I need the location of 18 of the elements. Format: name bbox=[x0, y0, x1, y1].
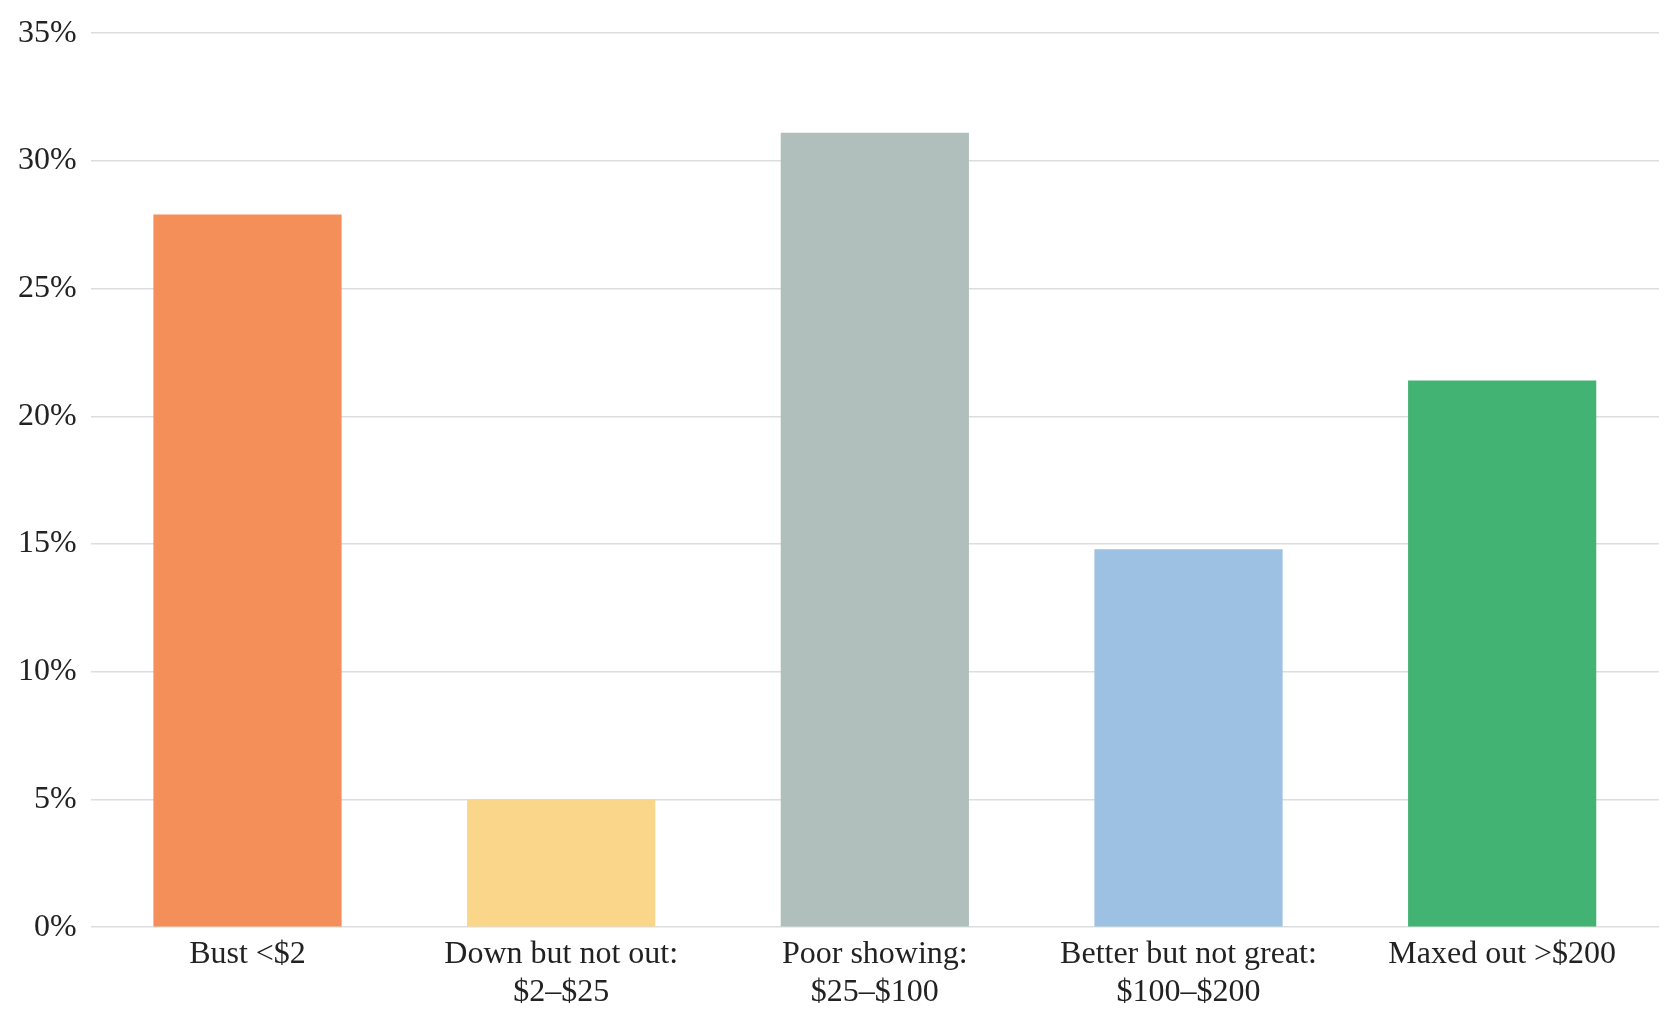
x-tick-label: Poor showing: $25–$100 bbox=[781, 933, 968, 1009]
y-tick-label: 5% bbox=[34, 778, 77, 815]
bar bbox=[153, 214, 342, 927]
bar bbox=[1408, 380, 1597, 927]
x-tick-label: Maxed out >$200 bbox=[1388, 933, 1617, 970]
y-tick-label: 30% bbox=[18, 140, 77, 177]
bar bbox=[1094, 549, 1283, 927]
bar bbox=[780, 132, 969, 927]
y-tick-label: 15% bbox=[18, 523, 77, 560]
y-tick-label: 10% bbox=[18, 651, 77, 688]
x-tick-label: Better but not great: $100–$200 bbox=[1060, 933, 1317, 1009]
y-tick-label: 35% bbox=[18, 12, 77, 49]
y-tick-label: 20% bbox=[18, 395, 77, 432]
bar bbox=[467, 799, 656, 927]
y-tick-label: 0% bbox=[34, 906, 77, 943]
x-tick-label: Down but not out: $2–$25 bbox=[444, 933, 679, 1009]
x-tick-label: Bust <$2 bbox=[189, 933, 306, 970]
y-tick-label: 25% bbox=[18, 268, 77, 305]
